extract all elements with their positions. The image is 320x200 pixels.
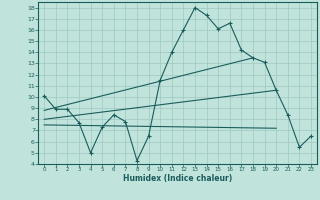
X-axis label: Humidex (Indice chaleur): Humidex (Indice chaleur) bbox=[123, 174, 232, 183]
